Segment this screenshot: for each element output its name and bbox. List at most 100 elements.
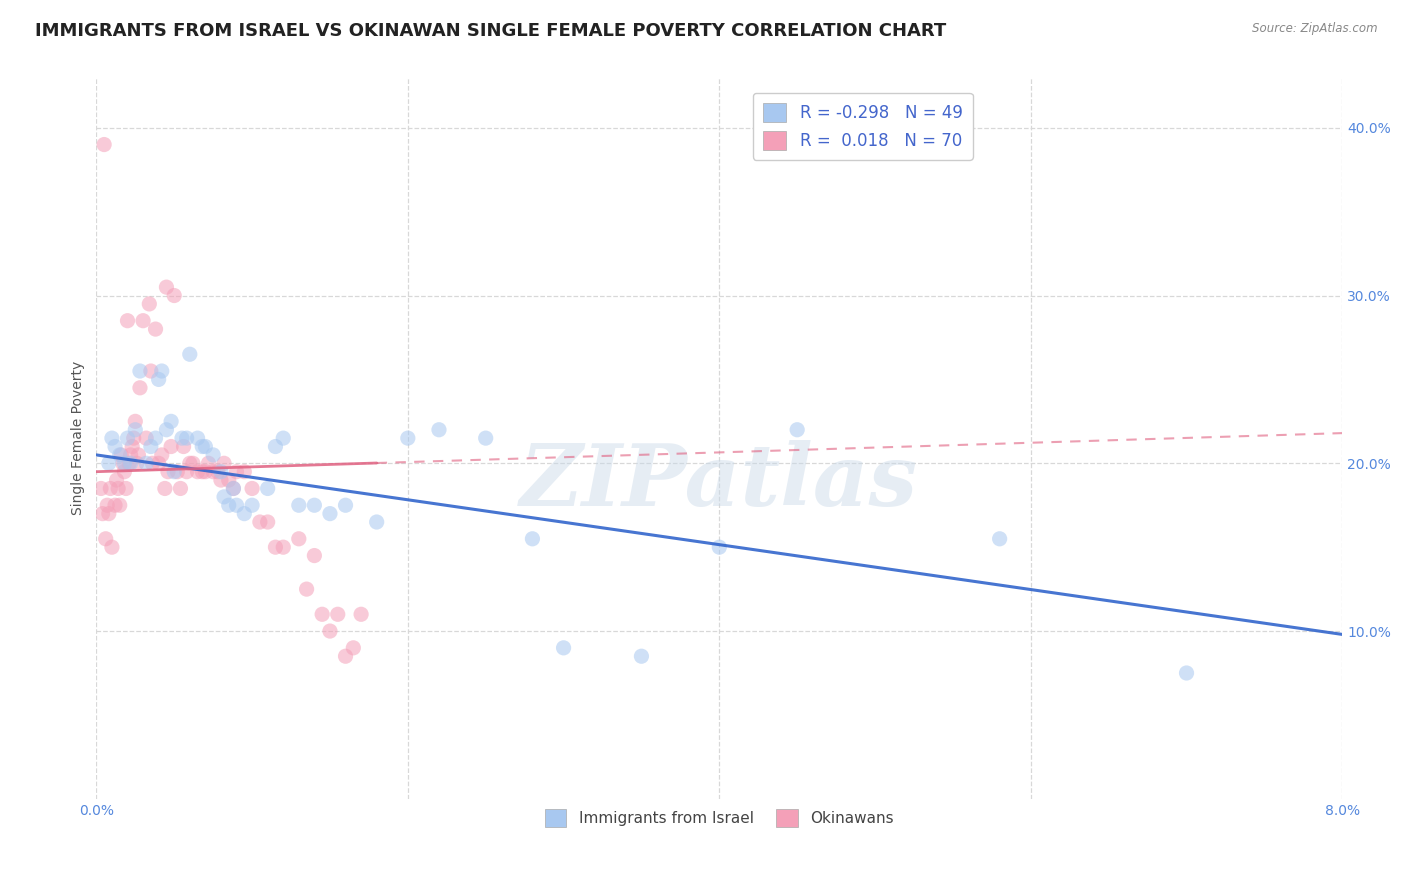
Point [101, 431, 124, 445]
Point [169, 482, 191, 496]
Point [366, 515, 388, 529]
Point [127, 448, 149, 462]
Point [156, 465, 179, 479]
Point [101, 540, 124, 554]
Text: IMMIGRANTS FROM ISRAEL VS OKINAWAN SINGLE FEMALE POVERTY CORRELATION CHART: IMMIGRANTS FROM ISRAEL VS OKINAWAN SINGL… [35, 22, 946, 40]
Point [139, 440, 162, 454]
Point [117, 431, 139, 445]
Point [288, 532, 311, 546]
Point [124, 414, 146, 428]
Point [218, 498, 240, 512]
Point [396, 431, 419, 445]
Point [709, 540, 731, 554]
Point [988, 532, 1011, 546]
Point [155, 423, 177, 437]
Point [222, 482, 245, 496]
Point [209, 473, 232, 487]
Point [148, 456, 170, 470]
Point [132, 314, 155, 328]
Point [117, 314, 139, 328]
Point [135, 431, 157, 445]
Point [139, 364, 162, 378]
Point [218, 473, 240, 487]
Point [202, 448, 225, 462]
Point [148, 372, 170, 386]
Point [155, 280, 177, 294]
Point [249, 515, 271, 529]
Point [264, 540, 287, 554]
Point [194, 440, 217, 454]
Point [304, 498, 326, 512]
Point [166, 465, 188, 479]
Point [240, 498, 263, 512]
Point [271, 540, 294, 554]
Point [115, 482, 138, 496]
Point [256, 482, 278, 496]
Point [553, 640, 575, 655]
Point [176, 465, 198, 479]
Point [108, 498, 131, 512]
Text: Source: ZipAtlas.com: Source: ZipAtlas.com [1253, 22, 1378, 36]
Point [118, 456, 141, 470]
Point [202, 465, 225, 479]
Point [179, 456, 201, 470]
Point [225, 465, 247, 479]
Point [1175, 665, 1198, 680]
Point [160, 440, 183, 454]
Point [124, 423, 146, 437]
Point [125, 456, 148, 470]
Point [121, 440, 143, 454]
Legend: Immigrants from Israel, Okinawans: Immigrants from Israel, Okinawans [537, 802, 901, 835]
Point [209, 465, 232, 479]
Point [98, 482, 121, 496]
Point [163, 465, 186, 479]
Point [150, 448, 173, 462]
Point [120, 456, 142, 470]
Point [326, 607, 349, 622]
Point [112, 456, 135, 470]
Point [335, 498, 357, 512]
Point [138, 297, 160, 311]
Point [304, 549, 326, 563]
Point [110, 448, 132, 462]
Point [212, 490, 235, 504]
Point [350, 607, 373, 622]
Point [93, 137, 115, 152]
Point [173, 440, 195, 454]
Point [112, 465, 135, 479]
Point [150, 364, 173, 378]
Point [225, 498, 247, 512]
Point [288, 498, 311, 512]
Point [335, 649, 357, 664]
Point [233, 465, 256, 479]
Point [630, 649, 652, 664]
Point [122, 431, 145, 445]
Point [91, 507, 114, 521]
Point [179, 347, 201, 361]
Point [786, 423, 808, 437]
Point [194, 465, 217, 479]
Point [153, 482, 176, 496]
Point [271, 431, 294, 445]
Point [145, 431, 167, 445]
Point [197, 456, 219, 470]
Y-axis label: Single Female Poverty: Single Female Poverty [72, 361, 86, 516]
Point [207, 465, 229, 479]
Point [145, 322, 167, 336]
Point [187, 465, 209, 479]
Point [342, 640, 364, 655]
Point [474, 431, 496, 445]
Point [111, 456, 134, 470]
Point [319, 624, 342, 638]
Point [191, 465, 214, 479]
Point [105, 473, 128, 487]
Point [97, 456, 120, 470]
Point [181, 456, 204, 470]
Text: ZIPatlas: ZIPatlas [520, 440, 918, 524]
Point [120, 448, 142, 462]
Point [104, 440, 127, 454]
Point [170, 431, 193, 445]
Point [187, 431, 209, 445]
Point [176, 431, 198, 445]
Point [191, 440, 214, 454]
